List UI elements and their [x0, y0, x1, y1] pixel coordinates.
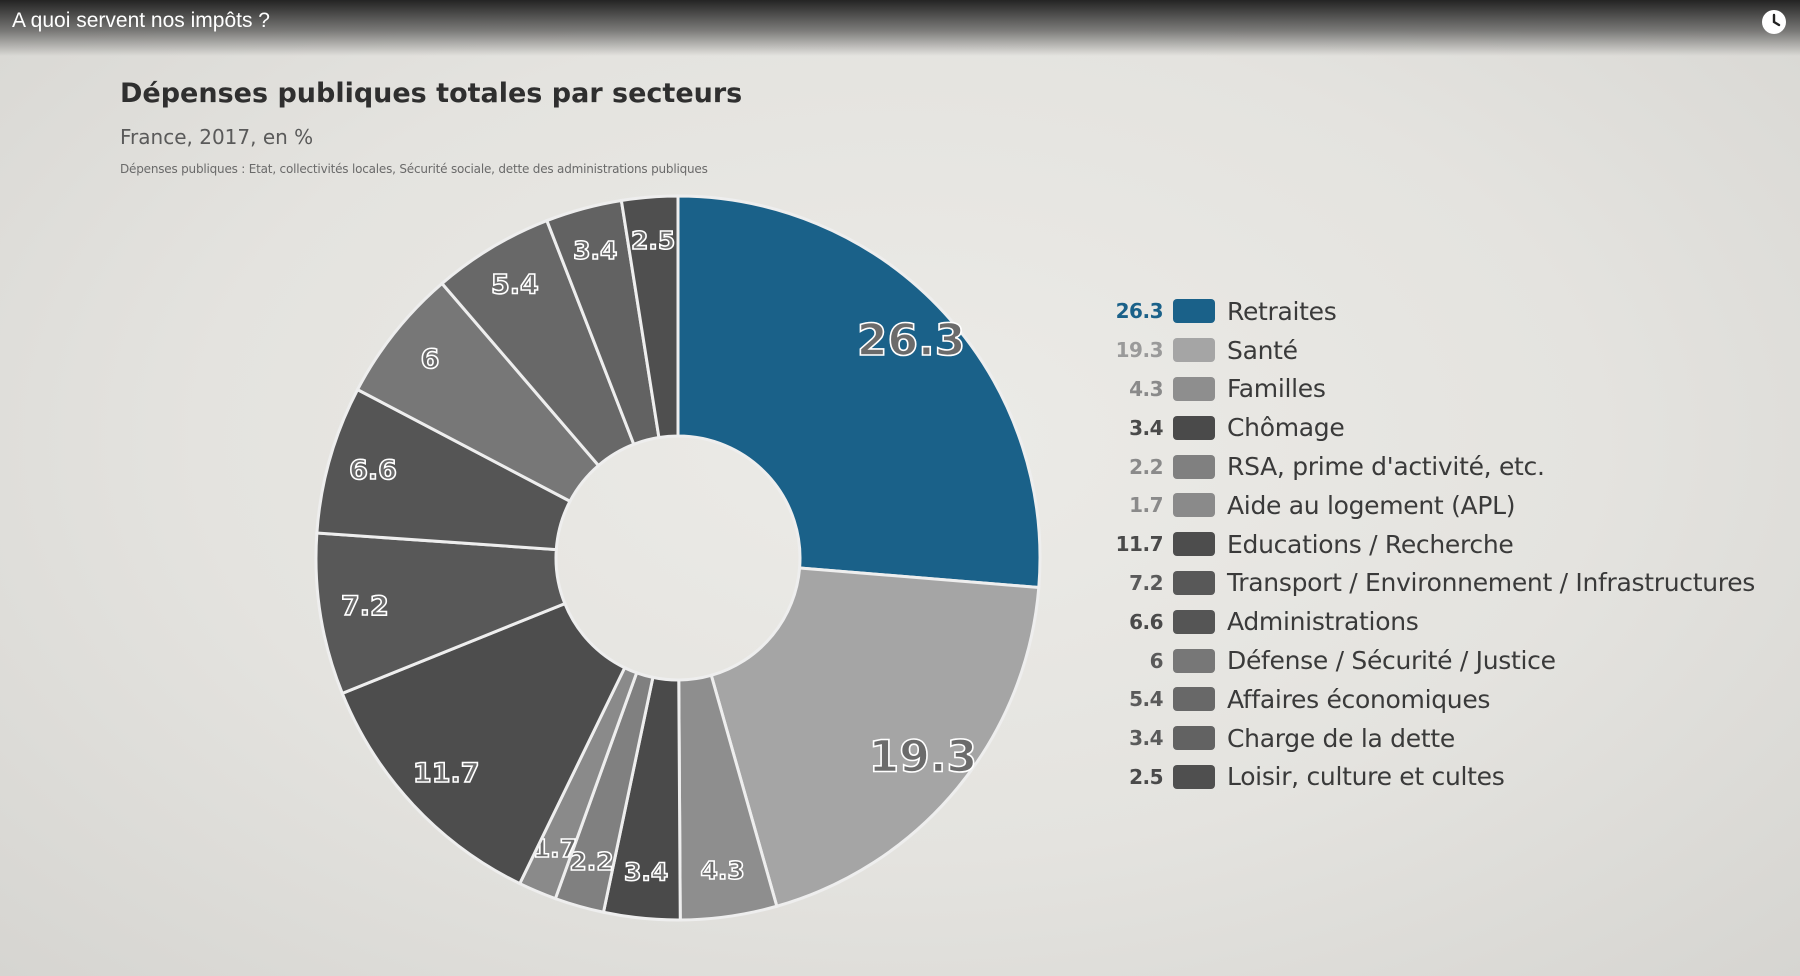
legend-label: Loisir, culture et cultes [1227, 762, 1505, 792]
chart-subtitle: France, 2017, en % [120, 125, 314, 149]
slice-loisir-culture-et-cultes [619, 194, 680, 440]
legend-value: 2.2 [1129, 454, 1163, 479]
legend-value: 7.2 [1129, 570, 1163, 595]
legend-item-loisir-culture-et-cultes: 2.5 Loisir, culture et cultes [1105, 758, 1755, 797]
legend-swatch [1173, 687, 1215, 712]
legend-value: 6 [1149, 648, 1164, 673]
chart-legend: 26.3 Retraites 19.3 Santé 4.3 Familles 3.4 Chôm… [1105, 292, 1756, 797]
slice-label-charge-de-la-dette: 3.4 [573, 236, 617, 265]
legend-item-transport-environnement-infrastructures: 7.2 Transport / Environnement / Infrastru… [1105, 564, 1755, 603]
slice-label-sante: 19.3 [869, 731, 978, 782]
slice-label-rsa-prime-d-activite-etc: 2.2 [569, 847, 613, 876]
legend-item-administrations: 6.6 Administrations [1105, 602, 1755, 641]
legend-value: 3.4 [1129, 415, 1163, 440]
legend-item-educations-recherche: 11.7 Educations / Recherche [1105, 525, 1755, 564]
clock-icon[interactable] [1760, 8, 1788, 36]
legend-item-chomage: 3.4 Chômage [1105, 408, 1755, 447]
legend-label: Défense / Sécurité / Justice [1227, 646, 1556, 676]
legend-item-defense-securite-justice: 6 Défense / Sécurité / Justice [1105, 641, 1755, 680]
legend-value: 11.7 [1115, 532, 1164, 557]
legend-label: Aide au logement (APL) [1227, 490, 1516, 520]
legend-swatch [1173, 376, 1215, 401]
legend-label: RSA, prime d'activité, etc. [1227, 452, 1545, 482]
legend-value: 1.7 [1129, 493, 1163, 518]
slice-transport-environnement-infrastructures [314, 531, 567, 696]
legend-item-retraites: 26.3 Retraites [1105, 292, 1755, 331]
slice-label-defense-securite-justice: 6 [421, 344, 440, 375]
legend-label: Educations / Recherche [1227, 529, 1514, 559]
legend-label: Familles [1227, 374, 1326, 404]
slice-label-familles: 4.3 [701, 856, 745, 885]
legend-item-familles: 4.3 Familles [1105, 370, 1755, 409]
slice-label-affaires-economiques: 5.4 [491, 270, 539, 301]
legend-swatch [1173, 570, 1215, 595]
legend-label: Retraites [1227, 296, 1337, 326]
legend-label: Charge de la dette [1227, 723, 1455, 753]
legend-value: 2.5 [1129, 764, 1163, 789]
legend-swatch [1173, 648, 1215, 673]
legend-label: Transport / Environnement / Infrastructu… [1227, 568, 1755, 598]
video-top-bar: A quoi servent nos impôts ? [0, 0, 1800, 56]
legend-swatch [1173, 338, 1215, 363]
legend-swatch [1173, 764, 1215, 789]
legend-label: Chômage [1227, 413, 1345, 443]
legend-swatch [1173, 454, 1215, 479]
donut-chart: 26.319.34.33.42.21.711.77.26.665.43.4 2.5 [314, 194, 1042, 922]
legend-swatch [1173, 299, 1215, 324]
slice-educations-recherche [340, 601, 627, 886]
legend-item-charge-de-la-dette: 3.4 Charge de la dette [1105, 719, 1755, 758]
slice-label-administrations: 6.6 [349, 455, 397, 486]
legend-value: 6.6 [1129, 609, 1163, 634]
legend-value: 5.4 [1129, 687, 1163, 712]
slice-label-educations-recherche: 11.7 [413, 758, 480, 789]
legend-swatch [1173, 609, 1215, 634]
legend-item-affaires-economiques: 5.4 Affaires économiques [1105, 680, 1755, 719]
legend-value: 4.3 [1129, 376, 1163, 401]
slice-sante [709, 566, 1041, 909]
legend-item-aide-au-logement-apl: 1.7 Aide au logement (APL) [1105, 486, 1755, 525]
chart-note: Dépenses publiques : Etat, collectivités… [120, 162, 708, 176]
legend-item-rsa-prime-d-activite-etc: 2.2 RSA, prime d'activité, etc. [1105, 447, 1755, 486]
legend-label: Affaires économiques [1227, 684, 1491, 714]
legend-value: 3.4 [1129, 726, 1163, 751]
legend-label: Administrations [1227, 607, 1419, 637]
legend-item-sante: 19.3 Santé [1105, 331, 1755, 370]
legend-label: Santé [1227, 335, 1298, 365]
legend-swatch [1173, 532, 1215, 557]
legend-value: 19.3 [1115, 338, 1164, 363]
legend-swatch [1173, 415, 1215, 440]
slice-label-chomage: 3.4 [624, 857, 668, 886]
video-title[interactable]: A quoi servent nos impôts ? [12, 9, 270, 32]
legend-swatch [1173, 493, 1215, 518]
chart-title: Dépenses publiques totales par secteurs [120, 78, 743, 109]
legend-swatch [1173, 726, 1215, 751]
slice-label-retraites: 26.3 [857, 315, 966, 366]
slice-label-transport-environnement-infrastructures: 7.2 [341, 591, 389, 622]
slice-retraites [676, 194, 1042, 590]
legend-value: 26.3 [1115, 299, 1164, 324]
slice-label-loisir-culture-et-cultes: 2.5 [631, 226, 675, 255]
